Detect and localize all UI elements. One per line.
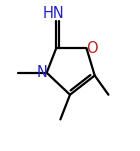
Text: N: N (37, 65, 48, 80)
Text: HN: HN (43, 6, 64, 21)
Text: O: O (86, 41, 98, 56)
